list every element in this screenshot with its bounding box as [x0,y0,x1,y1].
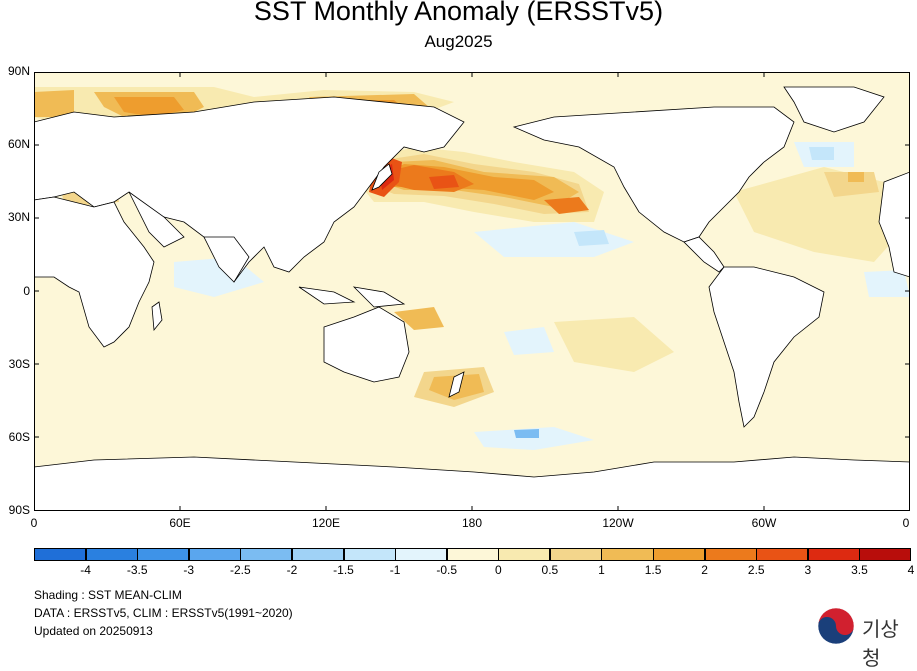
map-svg [34,72,910,511]
land-australia [323,306,410,383]
y-label-30n: 30N [7,210,30,224]
chart-subtitle: Aug2025 [424,32,493,51]
anomaly-southern-core [514,429,539,438]
x-label-60w: 60W [751,516,777,530]
colorbar-segment [343,548,396,561]
kma-logo-icon [817,607,855,645]
anomaly-kuroshio-core [429,175,459,189]
kma-logo-text: 기상청 [862,619,899,670]
anomaly-spac-weak [554,317,674,372]
colorbar-segment [137,548,190,561]
colorbar-label: 0.5 [541,563,559,577]
x-label-0: 0 [30,516,38,530]
colorbar-label: -2.5 [230,563,251,577]
anomaly-labrador-core [809,147,834,160]
colorbar-segment [34,548,87,561]
colorbar-label: -1 [389,563,401,577]
x-label-60e: 60E [169,516,191,530]
colorbar-label: 3 [804,563,812,577]
sst-anomaly-map [34,72,910,511]
colorbar-segment [85,548,138,561]
y-label-60n: 60N [7,137,30,151]
footer-data: DATA : ERSSTv5, CLIM : ERSSTv5(1991~2020… [34,606,293,620]
land-new-guinea [352,286,406,308]
anomaly-nepac-core [544,197,589,214]
land-greenland [783,86,885,133]
anomaly-atlantic-1 [824,172,879,197]
colorbar-label: -3.5 [126,563,148,577]
colorbar-label: 1.5 [644,563,662,577]
colorbar-label: 0 [494,563,502,577]
anomaly-barents-core [114,97,184,117]
colorbar-segment [859,548,912,561]
y-ticks [34,144,910,438]
anomaly-coral-sea [394,307,444,330]
land-south-america [708,266,825,428]
x-ticks [179,72,765,511]
land-japan [371,163,393,191]
anomaly-central-pac-cool-core [574,230,609,246]
y-label-30s: 30S [8,357,30,371]
colorbar-segment [653,548,706,561]
anomaly-southern-cool [474,427,594,450]
land-europe-africa-east [878,171,910,278]
colorbar-label: -3 [183,563,195,577]
colorbar-segment [704,548,757,561]
colorbar-label: 2.5 [747,563,765,577]
x-label-120e: 120E [311,516,341,530]
land-eurasia [34,96,465,283]
land-india [203,236,250,283]
land-antarctica [34,456,910,511]
colorbar-label: 2 [701,563,708,577]
y-label-eq: 0 [23,284,30,298]
colorbar-segment [601,548,654,561]
colorbar-label: -0.5 [436,563,458,577]
anomaly-spac-cool [504,327,554,355]
anomaly-atlantic-core [848,172,864,182]
anomaly-greenland-sea [34,90,74,117]
x-label-180: 180 [461,516,483,530]
footer-shading: Shading : SST MEAN-CLIM [34,588,182,602]
chart-title: SST Monthly Anomaly (ERSSTv5) [253,0,664,26]
colorbar-label: -1.5 [333,563,354,577]
y-label-60s: 60S [8,430,30,444]
colorbar-segment [807,548,860,561]
colorbar-segment [395,548,448,561]
y-label-90n: 90N [7,64,30,78]
colorbar-segment [240,548,293,561]
land-arabia [128,191,185,248]
colorbar-segment [291,548,345,561]
land-indonesia [298,286,356,305]
land-north-america [512,106,795,243]
colorbar-segment [498,548,551,561]
x-label-120w: 120W [602,516,634,530]
footer-updated: Updated on 20250913 [34,624,153,638]
colorbar-label: -2 [286,563,298,577]
colorbar-label: 3.5 [851,563,868,577]
colorbar [34,548,912,561]
colorbar-segment [446,548,499,561]
x-label-0-end: 0 [902,516,910,530]
anomaly-south-atlantic-cool [864,270,910,297]
colorbar-label: 1 [598,563,605,577]
land-madagascar [151,301,163,332]
land-africa [34,196,155,348]
y-label-90s: 90S [8,503,30,517]
colorbar-segment [549,548,602,561]
land-new-zealand [448,371,465,398]
colorbar-label: 4 [907,563,915,577]
colorbar-label: -4 [80,563,91,577]
colorbar-segment [756,548,809,561]
colorbar-segment [188,548,241,561]
